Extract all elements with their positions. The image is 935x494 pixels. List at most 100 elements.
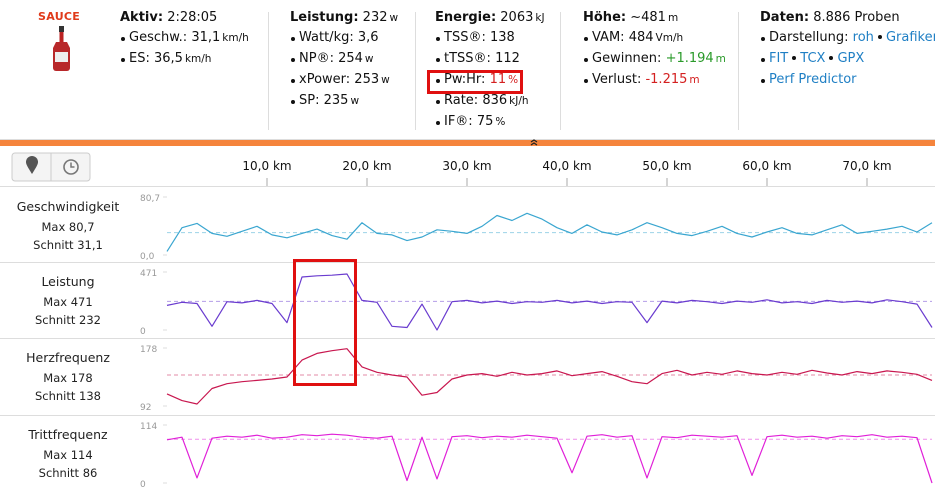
- highlight-box: [427, 70, 523, 94]
- stat-item: IF®: 75%: [435, 114, 545, 135]
- stream-avg: Schnitt 232: [35, 313, 101, 327]
- stat-column: Daten: 8.886 Proben Darstellung: roh Grafi…: [760, 10, 935, 93]
- divider-bar: [0, 140, 935, 146]
- link[interactable]: Grafiken: [885, 30, 935, 45]
- x-tick-label: 10,0 km: [242, 159, 291, 173]
- time-button[interactable]: [63, 159, 79, 175]
- x-tick-label: 70,0 km: [842, 159, 891, 173]
- stat-item: Geschw.: 31,1 km/h: [120, 30, 249, 51]
- item-label: ES:: [129, 51, 150, 66]
- stat-title: Daten:: [760, 10, 810, 25]
- item-label: Rate:: [444, 93, 479, 108]
- link[interactable]: FIT: [769, 51, 789, 66]
- stat-item: Pw:Hr: 11%: [435, 72, 545, 93]
- bullet: [584, 79, 588, 83]
- item-unit: w: [381, 74, 390, 86]
- item-unit: w: [350, 95, 360, 107]
- item-label: TSS®:: [444, 30, 486, 45]
- stat-column: Energie: 2063 kJ TSS®: 138 tTSS®: 112 Pw:Hr:…: [435, 10, 545, 135]
- stat-item: Verlust: -1.215 m: [583, 72, 726, 93]
- item-unit: %: [508, 74, 519, 86]
- y-tick-label: 0: [140, 327, 146, 337]
- item-label: Darstellung:: [769, 30, 849, 45]
- link-separator: [877, 34, 882, 39]
- stat-value: 2063: [500, 10, 534, 25]
- column-separator: [560, 12, 561, 130]
- item-value: 253: [354, 72, 380, 87]
- item-value: 36,5: [154, 51, 183, 66]
- item-label: SP:: [299, 93, 320, 108]
- stat-item: FIT TCX GPX: [760, 51, 935, 72]
- stream-max: Max 114: [43, 448, 92, 462]
- link[interactable]: roh: [852, 30, 874, 45]
- x-tick-label: 50,0 km: [642, 159, 691, 173]
- item-label: Watt/kg:: [299, 30, 354, 45]
- stat-value: 232: [362, 10, 388, 25]
- stream-name: Geschwindigkeit: [17, 199, 120, 214]
- bullet: [761, 37, 765, 41]
- stat-item: Watt/kg: 3,6: [290, 30, 398, 51]
- logo-bottle: [53, 26, 70, 71]
- stream-name: Leistung: [41, 274, 94, 289]
- item-label: Geschw.:: [129, 30, 188, 45]
- bullet: [291, 37, 295, 41]
- link[interactable]: Perf Predictor: [769, 72, 857, 87]
- stat-unit: m: [667, 12, 679, 24]
- stat-value: 2:28:05: [167, 10, 218, 25]
- bullet: [121, 58, 125, 62]
- column-separator: [738, 12, 739, 130]
- logo-text: SAUCE: [38, 10, 81, 23]
- item-label: Gewinnen:: [592, 51, 662, 66]
- stat-heading: Aktiv: 2:28:05: [120, 10, 249, 30]
- bullet: [584, 37, 588, 41]
- stat-column: Leistung: 232 w Watt/kg: 3,6 NP®: 254 w xPowe…: [290, 10, 398, 114]
- stream-name: Trittfrequenz: [27, 427, 108, 442]
- link[interactable]: TCX: [800, 51, 826, 66]
- stat-heading: Höhe: ~481 m: [583, 10, 726, 30]
- item-unit: kJ/h: [509, 95, 529, 107]
- link[interactable]: GPX: [837, 51, 865, 66]
- stat-item: tTSS®: 112: [435, 51, 545, 72]
- stat-value: ~481: [630, 10, 666, 25]
- x-tick-label: 30,0 km: [442, 159, 491, 173]
- bullet: [584, 58, 588, 62]
- y-tick-label: 114: [140, 422, 157, 432]
- bullet: [291, 58, 295, 62]
- stream-line: [166, 433, 933, 484]
- collapse-toggle[interactable]: [530, 139, 538, 146]
- item-label: Pw:Hr:: [444, 72, 486, 87]
- stat-heading: Leistung: 232 w: [290, 10, 398, 30]
- y-tick-label: 471: [140, 269, 157, 279]
- stat-item: Darstellung: roh Grafiken: [760, 30, 935, 51]
- item-value: 138: [489, 30, 515, 45]
- item-value: 235: [323, 93, 349, 108]
- item-unit: km/h: [184, 53, 212, 65]
- bullet: [436, 79, 440, 83]
- item-value: 3,6: [357, 30, 379, 45]
- highlight-box: [293, 259, 357, 386]
- item-value: 836: [482, 93, 508, 108]
- stat-column: Höhe: ~481 m VAM: 484 Vm/h Gewinnen: +1.194 m…: [583, 10, 726, 93]
- stat-item: xPower: 253 w: [290, 72, 398, 93]
- stat-item: Perf Predictor: [760, 72, 935, 93]
- stat-title: Leistung:: [290, 10, 359, 25]
- item-label: VAM:: [592, 30, 625, 45]
- item-unit: km/h: [222, 32, 249, 44]
- y-tick-label: 0: [140, 480, 146, 490]
- stat-item: TSS®: 138: [435, 30, 545, 51]
- item-unit: Vm/h: [655, 32, 684, 44]
- location-button[interactable]: [26, 156, 38, 174]
- stat-title: Energie:: [435, 10, 497, 25]
- item-value: 254: [338, 51, 363, 66]
- bullet: [761, 79, 765, 83]
- item-unit: m: [715, 53, 726, 65]
- stream-avg: Schnitt 86: [39, 466, 98, 480]
- item-value: 484: [628, 30, 654, 45]
- item-label: tTSS®:: [444, 51, 491, 66]
- item-label: Verlust:: [592, 72, 642, 87]
- bullet: [291, 100, 295, 104]
- stat-item: Rate: 836 kJ/h: [435, 93, 545, 114]
- item-value: -1.215: [645, 72, 688, 87]
- stream-max: Max 471: [43, 295, 92, 309]
